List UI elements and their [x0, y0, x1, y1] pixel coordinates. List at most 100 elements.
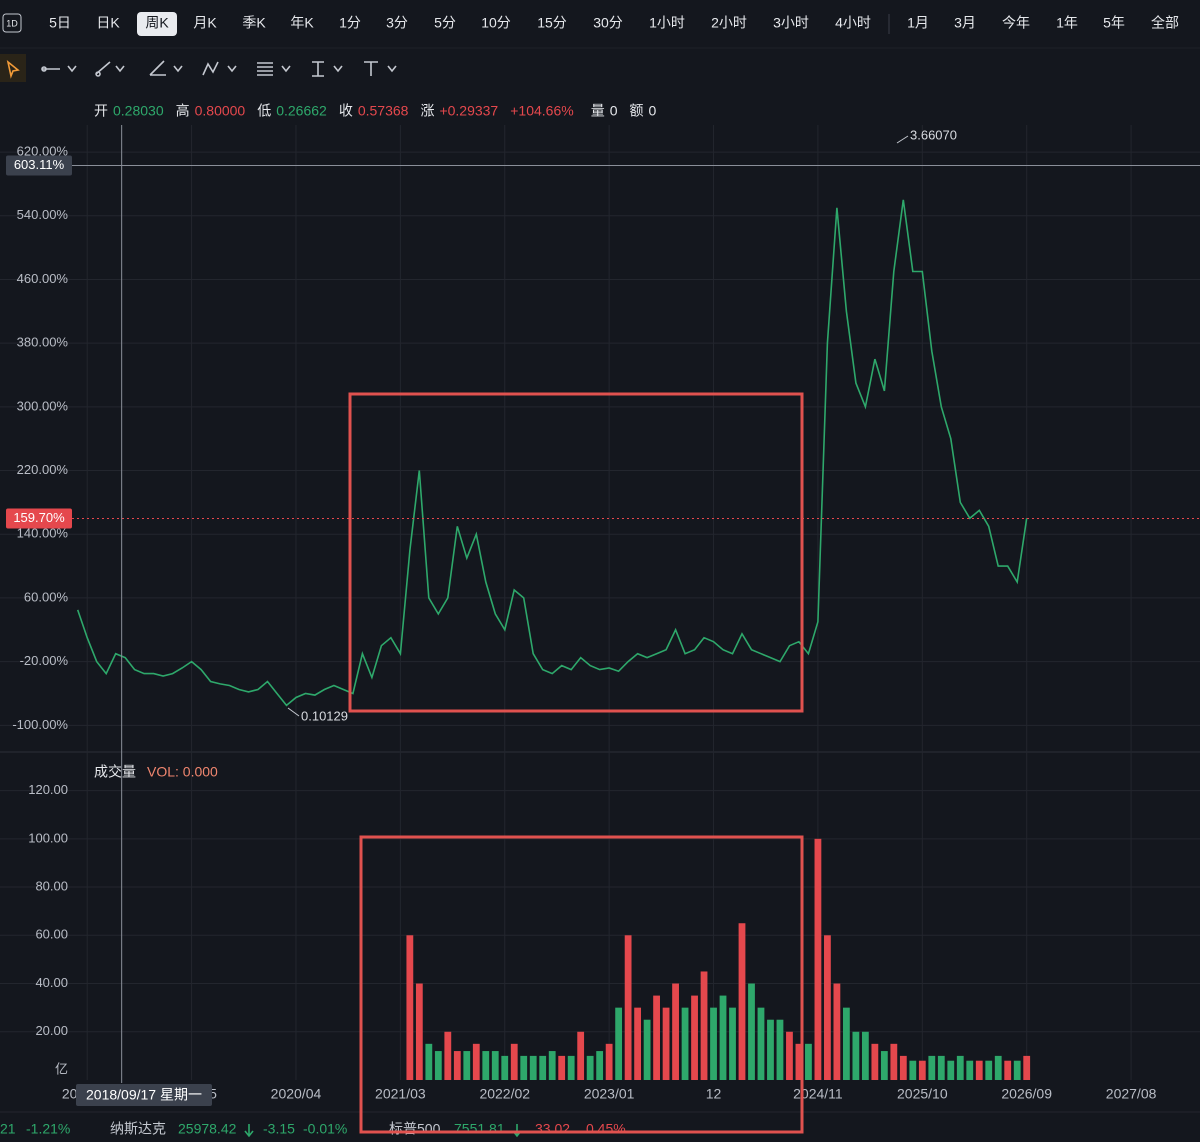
y-tick-label: 60.00%	[24, 589, 69, 604]
period-button[interactable]: 周K	[145, 15, 169, 31]
crosshair-y-box	[6, 155, 72, 176]
period-active-bg[interactable]	[137, 12, 177, 36]
range-button[interactable]: 1年	[1056, 15, 1078, 31]
volume-bar	[510, 1043, 518, 1080]
interval-icon-box[interactable]	[2, 13, 22, 33]
period-button[interactable]: 2小时	[711, 15, 747, 31]
line-tool[interactable]	[41, 65, 77, 73]
info-label: +104.66%	[510, 103, 573, 119]
volume-bar	[748, 983, 755, 1080]
period-button[interactable]: 日K	[96, 15, 120, 31]
overlay: 3.66070 0.10129 159.70% 603.11% 2018/09/17 星…	[6, 125, 1200, 1106]
period-button[interactable]: 月K	[193, 15, 217, 31]
range-button[interactable]: 全部	[1151, 15, 1179, 31]
drawing-tools	[0, 54, 397, 82]
period-button[interactable]: 3小时	[773, 15, 809, 31]
text-tool[interactable]	[312, 61, 343, 77]
volume-bar	[501, 1055, 509, 1080]
y-tick-label: 20.00	[35, 1023, 68, 1038]
ticker-item: 纳斯达克	[110, 1121, 166, 1137]
ticker-item: 33.02	[535, 1121, 570, 1137]
y-tick-label: 140.00%	[17, 526, 69, 541]
volume-bar	[605, 1043, 613, 1080]
y-tick-label: 460.00%	[17, 271, 69, 286]
y-tick-label: 380.00%	[17, 335, 69, 350]
ticker-item: -0.01%	[303, 1121, 347, 1137]
volume-bar	[444, 1031, 452, 1080]
period-button[interactable]: 5分	[434, 15, 456, 31]
volume-bar	[767, 1019, 774, 1080]
volume-bar	[890, 1043, 898, 1080]
crosshair-x-box	[76, 1084, 212, 1106]
cursor-tool-bg[interactable]	[0, 54, 26, 82]
period-button[interactable]: 3分	[386, 15, 408, 31]
volume-bar	[539, 1055, 547, 1080]
volume-bar	[975, 1060, 983, 1080]
volume-bar	[871, 1043, 879, 1080]
ticker-item: 7551.81	[454, 1121, 505, 1137]
volume-bar	[1004, 1060, 1012, 1080]
volume-bar	[482, 1051, 490, 1080]
range-button[interactable]: 5年	[1103, 15, 1125, 31]
volume-bar	[786, 1031, 793, 1080]
volume-bar	[662, 1007, 670, 1080]
trend-tool[interactable]	[95, 61, 125, 77]
ticker-item: -3.15	[263, 1121, 295, 1137]
x-tick-label: 2024/11	[793, 1086, 843, 1102]
volume-bar	[918, 1060, 926, 1080]
volume-bar	[472, 1043, 480, 1080]
volume-bar	[700, 971, 708, 1080]
x-tick-label: 2021/03	[375, 1086, 426, 1102]
annotation-leader	[896, 135, 909, 144]
y-tick-label: 40.00	[35, 975, 68, 990]
font-tool[interactable]	[364, 61, 397, 76]
ticker-arrow	[244, 1124, 254, 1138]
volume-bar	[615, 1007, 623, 1080]
y-tick-label: 540.00%	[17, 207, 69, 222]
period-button[interactable]: 季K	[242, 15, 266, 31]
volume-bar	[814, 838, 822, 1080]
ticker-item: 25978.42	[178, 1121, 237, 1137]
volume-bar	[738, 923, 746, 1080]
pattern-tool[interactable]	[257, 62, 291, 76]
info-label: 收	[339, 103, 353, 119]
ticker-item: 21	[0, 1121, 16, 1137]
period-button[interactable]: 1分	[339, 15, 361, 31]
info-label: 开	[94, 103, 108, 119]
y-tick-label: 80.00	[35, 878, 68, 893]
info-value: 0	[610, 103, 618, 119]
volume-subtitle: VOL: 0.000	[147, 764, 218, 780]
volume-bar	[966, 1060, 974, 1080]
ticker-item: 0.45%	[586, 1121, 626, 1137]
volume-bar	[805, 1043, 812, 1080]
period-button[interactable]: 5日	[49, 15, 71, 31]
period-button[interactable]: 30分	[593, 15, 623, 31]
wave-tool[interactable]	[202, 61, 237, 76]
period-button[interactable]: 15分	[537, 15, 567, 31]
volume-bar	[861, 1031, 869, 1080]
volume-bar	[824, 935, 831, 1080]
last-price-label: 159.70%	[13, 510, 65, 525]
volume-bar	[880, 1051, 888, 1080]
volume-bar	[852, 1031, 860, 1080]
period-button[interactable]: 4小时	[835, 15, 871, 31]
volume-bar	[520, 1055, 528, 1080]
range-button[interactable]: 1月	[907, 15, 929, 31]
range-button[interactable]: 今年	[1002, 15, 1030, 31]
period-button[interactable]: 10分	[481, 15, 511, 31]
ticker-item: 标普500	[389, 1121, 441, 1137]
grid	[0, 125, 1200, 1080]
range-button[interactable]: 3月	[954, 15, 976, 31]
y-tick-label: 100.00	[28, 830, 68, 845]
cursor-icon[interactable]	[6, 59, 20, 79]
period-button[interactable]: 1小时	[649, 15, 685, 31]
y-tick-label: 亿	[55, 1061, 68, 1076]
volume-bar	[463, 1051, 471, 1080]
interval-icon[interactable]: 1D	[6, 18, 18, 28]
volume-bar	[776, 1019, 784, 1080]
x-tick-label: 2022/02	[479, 1086, 530, 1102]
fib-tool[interactable]	[149, 60, 183, 76]
volume-bar	[596, 1051, 604, 1080]
period-button[interactable]: 年K	[290, 15, 314, 31]
